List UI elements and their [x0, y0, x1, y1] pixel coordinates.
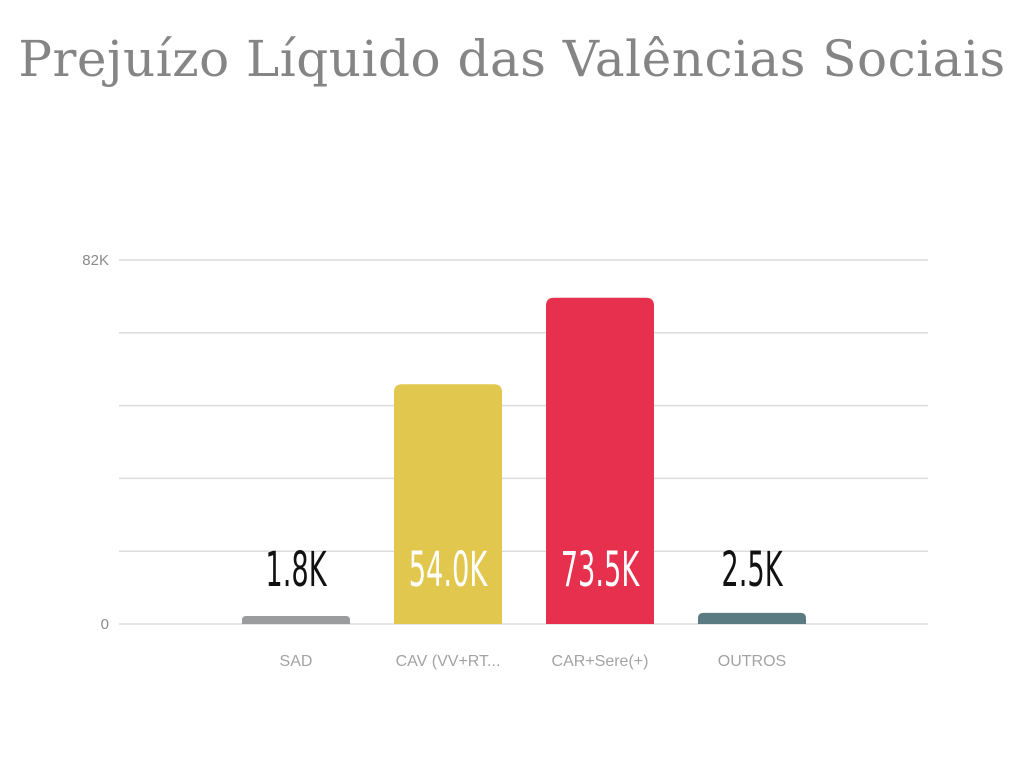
y-axis-ticks: 0 82K	[82, 252, 109, 633]
data-label: 73.5K	[561, 543, 640, 598]
bars	[242, 297, 806, 624]
x-axis-labels: SAD CAV (VV+RT... CAR+Sere(+) OUTROS	[280, 653, 787, 670]
x-tick-label: SAD	[280, 653, 313, 670]
value-labels: 1.8K 54.0K 73.5K 2.5K	[265, 543, 783, 598]
bar	[698, 612, 806, 624]
bar	[242, 616, 350, 624]
data-label: 2.5K	[721, 543, 783, 598]
x-tick-label: CAR+Sere(+)	[552, 653, 649, 670]
y-tick-label: 82K	[82, 252, 109, 269]
bar	[394, 384, 502, 624]
grid-lines	[119, 259, 928, 625]
x-tick-label: OUTROS	[718, 653, 786, 670]
chart-title: Prejuízo Líquido das Valências Sociais	[18, 30, 1006, 88]
bar	[546, 297, 654, 624]
x-tick-label: CAV (VV+RT...	[396, 653, 501, 670]
y-tick-label: 0	[101, 616, 109, 633]
data-label: 54.0K	[409, 543, 488, 598]
data-label: 1.8K	[265, 543, 327, 598]
